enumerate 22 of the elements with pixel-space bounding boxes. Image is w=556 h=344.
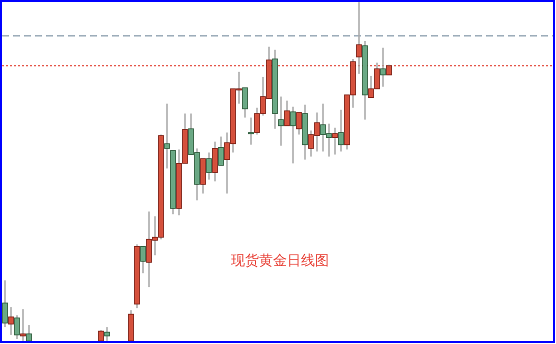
candlestick: [164, 102, 170, 170]
candlestick: [242, 87, 248, 118]
candlestick: [248, 116, 254, 146]
candlestick: [296, 112, 302, 136]
candlestick: [206, 152, 212, 180]
candlestick: [278, 96, 284, 146]
candlestick: [26, 324, 32, 342]
candlestick: [140, 246, 146, 274]
candlestick: [284, 100, 290, 126]
candlestick: [338, 109, 344, 152]
candlestick: [290, 106, 296, 164]
candlestick: [218, 136, 224, 166]
candlestick: [386, 64, 392, 76]
candlestick: [14, 314, 20, 340]
candlestick: [2, 280, 8, 328]
candlestick: [104, 326, 110, 342]
candlestick: [20, 308, 26, 342]
candlestick: [356, 1, 362, 75]
candlestick: [380, 47, 386, 88]
annotation: 现货黄金日线图: [231, 253, 329, 269]
candlestick: [8, 306, 14, 336]
candlestick: [332, 127, 338, 156]
